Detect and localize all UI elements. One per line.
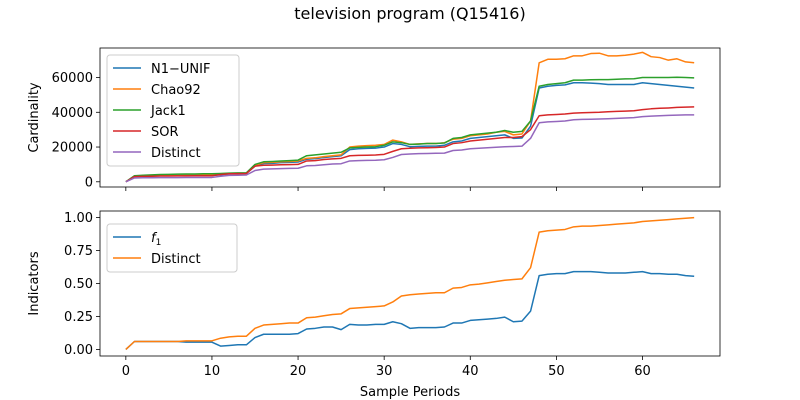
x-tick-label: 0 xyxy=(122,364,130,379)
x-tick-label: 10 xyxy=(204,364,221,379)
y-tick-label: 60000 xyxy=(52,71,93,86)
legend-label: Chao92 xyxy=(151,83,201,98)
legend-label: f1 xyxy=(151,231,161,248)
panel-1: 0 20000 40000 60000 Cardinality N1−UNIF Chao92… xyxy=(27,47,721,191)
x-tick-label: 20 xyxy=(290,364,307,379)
series-line-1 xyxy=(125,270,695,350)
y-tick-label: 40000 xyxy=(52,106,93,121)
figure-title: television program (Q15416) xyxy=(294,4,525,23)
y-tick-label: 0.25 xyxy=(64,310,93,325)
series-line-3 xyxy=(125,76,695,183)
series-line-4 xyxy=(125,106,695,183)
y-tick-label: 20000 xyxy=(52,141,93,156)
panel-2: 0 10 20 30 40 50 60 0.00 0.25 0.50 0.75 1.00 Indicat… xyxy=(27,210,721,379)
y-tick-label: 0.50 xyxy=(64,277,93,292)
x-tick-label: 50 xyxy=(548,364,565,379)
x-tick-label: 40 xyxy=(462,364,479,379)
y-axis-label: Indicators xyxy=(27,251,42,315)
y-tick-label: 1.00 xyxy=(64,211,93,226)
x-tick-label: 60 xyxy=(634,364,651,379)
legend-label: Jack1 xyxy=(150,104,186,119)
series-line-2 xyxy=(125,216,695,350)
y-tick-label: 0.75 xyxy=(64,244,93,259)
legend xyxy=(106,54,240,167)
legend-label: Distinct xyxy=(151,252,201,267)
legend-label: N1−UNIF xyxy=(151,62,210,77)
legend xyxy=(106,223,238,273)
x-axis-label: Sample Periods xyxy=(360,385,460,400)
legend-label: SOR xyxy=(151,125,179,140)
series-line-5 xyxy=(125,114,695,183)
x-tick-label: 30 xyxy=(376,364,393,379)
y-tick-label: 0.00 xyxy=(64,343,93,358)
legend-label: Distinct xyxy=(151,146,201,161)
y-tick-label: 0 xyxy=(85,175,93,190)
y-axis-label: Cardinality xyxy=(27,82,42,153)
